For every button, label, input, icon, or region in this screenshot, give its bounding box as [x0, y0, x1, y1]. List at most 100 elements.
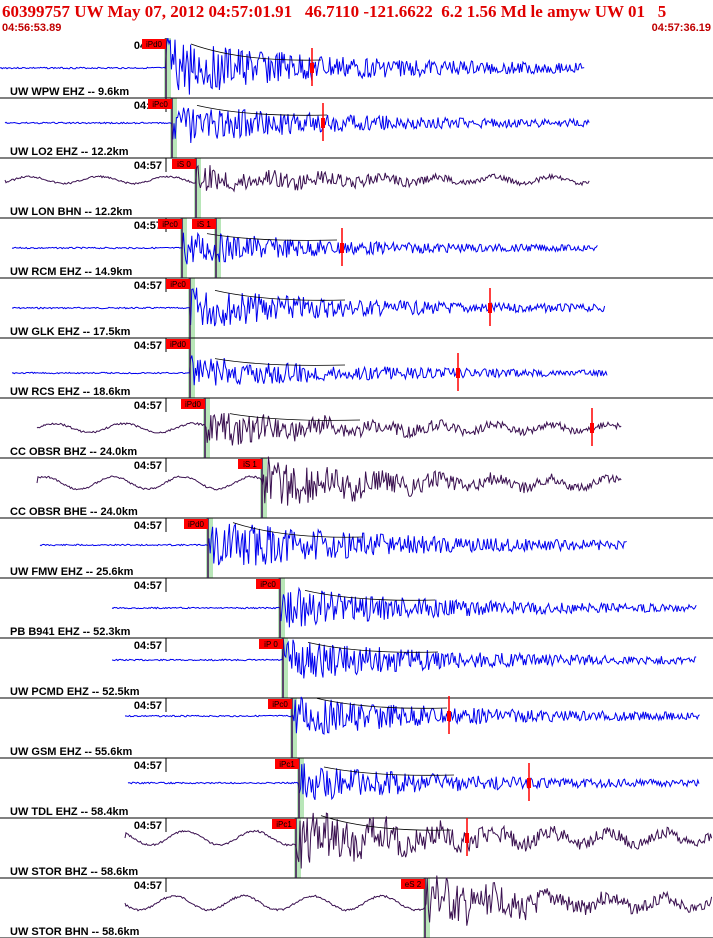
waveform-trace [36, 456, 622, 506]
station-label: PB B941 EHZ -- 52.3km [10, 626, 131, 638]
station-label: UW LON BHN -- 12.2km [10, 206, 132, 218]
p-phase-band [294, 818, 301, 878]
station-label: CC OBSR BHE -- 24.0km [10, 506, 138, 518]
amplitude-mark-box [456, 368, 460, 378]
waveform-trace [124, 875, 713, 926]
coda-decay-curve [232, 522, 364, 538]
s-pick-box [172, 159, 196, 169]
s-phase-band [194, 158, 201, 218]
time-tick-label: 04:57 [134, 760, 162, 772]
p-pick-box [148, 99, 172, 109]
waveform-trace [11, 231, 598, 265]
waveform-trace [4, 164, 590, 193]
p-pick-label: iPc0 [152, 100, 168, 109]
s-pick-box [401, 879, 425, 889]
event-title: 60399757 UW May 07, 2012 04:57:01.91 46.… [2, 2, 667, 21]
p-pick-box [259, 639, 283, 649]
time-tick-label: 04:57 [134, 160, 162, 172]
p-pick-box [272, 819, 296, 829]
p-phase-band [281, 638, 288, 698]
station-label: UW WPW EHZ -- 9.6km [10, 86, 129, 98]
p-pick-label: iPd0 [170, 340, 187, 349]
time-tick-label: 04:57 [134, 280, 162, 292]
coda-decay-curve [214, 358, 346, 366]
p-pick-box [181, 399, 205, 409]
amplitude-mark-box [488, 303, 492, 313]
p-pick-label: iPc1 [279, 760, 295, 769]
station-label: UW GLK EHZ -- 17.5km [10, 326, 131, 338]
s-phase-band [423, 878, 430, 938]
waveform-trace [36, 412, 622, 446]
station-label: UW LO2 EHZ -- 12.2km [10, 146, 129, 158]
time-tick-label: 04:57 [134, 640, 162, 652]
p-pick-box [184, 519, 208, 529]
time-tick-label: 04:57 [134, 460, 162, 472]
waveform-trace [124, 696, 700, 735]
coda-decay-curve [214, 290, 346, 301]
p-pick-box [256, 579, 280, 589]
p-pick-label: iPc1 [276, 820, 292, 829]
end-time: 04:57:36.19 [651, 22, 711, 34]
time-tick-label: 04:57 [134, 580, 162, 592]
s-pick-box [192, 219, 216, 229]
coda-decay-curve [206, 233, 338, 241]
station-label: UW STOR BHZ -- 58.6km [10, 866, 138, 878]
p-phase-band [164, 38, 171, 98]
p-phase-band [188, 338, 195, 398]
station-label: UW GSM EHZ -- 55.6km [10, 746, 132, 758]
s-pick-label: iS 1 [243, 460, 257, 469]
p-pick-box [142, 39, 166, 49]
time-tick-label: 04:57 [134, 400, 162, 412]
s-phase-band [260, 458, 267, 518]
station-label: UW TDL EHZ -- 58.4km [10, 806, 129, 818]
s-pick-label: eS 2 [405, 880, 422, 889]
p-pick-label: iPd0 [188, 520, 205, 529]
coda-decay-curve [190, 43, 322, 61]
waveform-trace [11, 287, 606, 327]
amplitude-mark-box [447, 711, 451, 721]
p-pick-box [268, 699, 292, 709]
p-pick-label: iPc0 [170, 280, 186, 289]
panel-grid [0, 38, 713, 938]
station-label: UW RCM EHZ -- 14.9km [10, 266, 132, 278]
start-time: 04:56:53.89 [2, 22, 62, 34]
s-pick-box [238, 459, 262, 469]
p-pick-label: iP 0 [264, 640, 278, 649]
station-label: UW STOR BHN -- 58.6km [10, 926, 140, 938]
s-pick-label: iS 1 [197, 220, 211, 229]
amplitude-mark-box [321, 118, 325, 128]
coda-decay-curve [320, 815, 452, 831]
coda-decay-curve [304, 590, 436, 601]
p-pick-box [158, 219, 182, 229]
p-pick-box [275, 759, 299, 769]
time-tick-label: 04:57 [134, 340, 162, 352]
waveform-trace [111, 586, 697, 628]
p-pick-label: iPd0 [185, 400, 202, 409]
p-phase-band [290, 698, 297, 758]
p-phase-band [278, 578, 285, 638]
amplitude-mark-box [465, 833, 469, 843]
s-pick-label: iS 0 [177, 160, 191, 169]
waveform-trace [4, 107, 590, 144]
amplitude-mark-box [310, 63, 314, 73]
coda-decay-curve [316, 698, 448, 709]
coda-decay-curve [323, 766, 455, 776]
coda-decay-curve [229, 413, 361, 421]
time-tick-label: 04:57 [134, 700, 162, 712]
p-pick-label: iPc0 [260, 580, 276, 589]
p-pick-label: iPc0 [162, 220, 178, 229]
amplitude-mark-box [527, 778, 531, 788]
waveform-trace [124, 812, 713, 869]
p-phase-band [180, 218, 187, 278]
time-tick-label: 04:57 [134, 220, 162, 232]
amplitude-mark-box [590, 423, 594, 433]
time-tick-label: 04:57 [134, 520, 162, 532]
waveform-trace [127, 763, 700, 801]
station-label: UW FMW EHZ -- 25.6km [10, 566, 134, 578]
p-pick-box [166, 279, 190, 289]
station-label: UW PCMD EHZ -- 52.5km [10, 686, 140, 698]
waveform-trace [111, 639, 697, 679]
event-header: 60399757 UW May 07, 2012 04:57:01.91 46.… [0, 0, 713, 38]
